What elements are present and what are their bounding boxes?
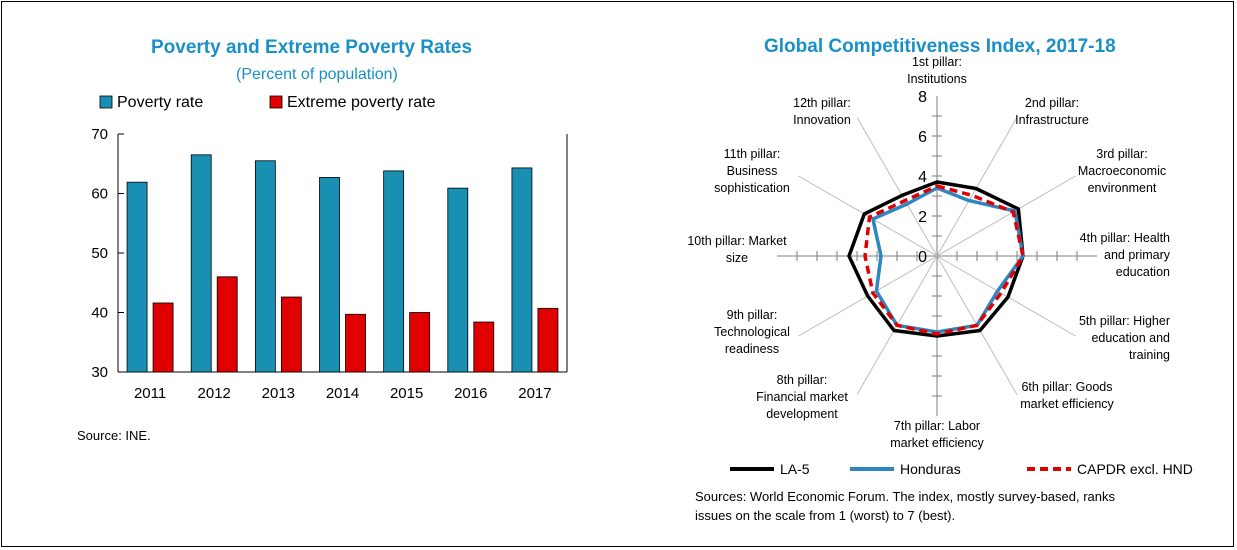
y-tick-label-1: 40	[91, 305, 108, 322]
r-tick-label-0: 0	[918, 249, 927, 266]
legend-swatch-1	[269, 95, 283, 109]
axis-label-7-line-0: 7th pillar: Labor	[894, 419, 980, 433]
axis-label-10-line-1: size	[726, 251, 748, 265]
axis-label-5-line-0: 5th pillar: Higher	[1079, 314, 1170, 328]
bar-poverty-2013	[254, 160, 276, 373]
legend-label-1: Extreme poverty rate	[287, 94, 436, 111]
poverty-bar-chart: Poverty rate Extreme poverty rate 30 40 50 60…	[91, 94, 568, 402]
right-chart-title: Global Competitiveness Index, 2017-18	[764, 36, 1116, 57]
axis-label-11-line-2: sophistication	[714, 181, 790, 195]
axis-label-9-line-0: 9th pillar:	[727, 308, 778, 322]
y-tick-label-2: 50	[91, 245, 108, 262]
x-tick-label-4: 2015	[390, 385, 423, 402]
axis-label-9-line-2: readiness	[725, 342, 779, 356]
x-tick-label-1: 2012	[198, 385, 231, 402]
r-tick-label-2: 4	[918, 169, 927, 186]
axis-label-5-line-1: education and	[1091, 331, 1170, 345]
axis-label-3-line-0: 3rd pillar:	[1096, 147, 1147, 161]
axis-label-9-line-1: Technological	[714, 325, 790, 339]
y-tick-label-3: 60	[91, 186, 108, 203]
radar-series-honduras	[871, 186, 1025, 334]
spoke-2	[936, 117, 1018, 257]
legend-swatch-0	[99, 95, 113, 109]
r-tick-label-1: 2	[918, 209, 927, 226]
y-tick-label-4: 70	[91, 126, 108, 143]
axis-label-7-line-1: market efficiency	[890, 436, 984, 450]
bar-extreme-2015	[409, 312, 431, 373]
bar-poverty-2014	[319, 177, 340, 373]
legend-text-2: CAPDR excl. HND	[1077, 461, 1193, 477]
axis-label-3-line-2: environment	[1088, 181, 1157, 195]
axis-label-1-line-0: 1st pillar:	[912, 55, 962, 69]
x-tick-label-2: 2013	[262, 385, 295, 402]
right-source-note: Sources: World Economic Forum. The index…	[695, 489, 1116, 523]
x-tick-label-3: 2014	[326, 385, 359, 402]
axis-label-4-line-0: 4th pillar: Health	[1080, 231, 1170, 245]
axis-label-11-line-0: 11th pillar:	[724, 147, 781, 161]
bar-extreme-2014	[345, 313, 366, 373]
axis-label-11-line-1: Business	[727, 164, 778, 178]
legend-text-0: LA-5	[780, 461, 810, 477]
bar-poverty-2017	[511, 167, 533, 373]
radar-legend: LA-5 Honduras CAPDR excl. HND	[730, 461, 1193, 477]
bar-poverty-2015	[383, 170, 405, 373]
axis-label-5-line-2: training	[1129, 348, 1170, 362]
axis-label-4-line-1: and primary	[1104, 248, 1171, 262]
axis-label-6-line-1: market efficiency	[1020, 397, 1114, 411]
bar-extreme-2016	[473, 321, 495, 373]
r-tick-label-4: 8	[918, 89, 927, 106]
axis-label-6-line-0: 6th pillar: Goods	[1021, 380, 1112, 394]
left-chart-title: Poverty and Extreme Poverty Rates	[151, 37, 473, 58]
axis-label-3-line-1: Macroeconomic	[1078, 164, 1166, 178]
x-tick-label-6: 2017	[518, 385, 551, 402]
axis-label-10-line-0: 10th pillar: Market	[687, 234, 787, 248]
spoke-11	[798, 175, 938, 257]
legend-label-0: Poverty rate	[117, 94, 203, 111]
radar-series-capdr-excl-hnd	[863, 184, 1025, 336]
axis-label-12-line-1: Innovation	[793, 113, 851, 127]
axis-label-8-line-2: development	[766, 407, 838, 421]
axis-label-8-line-0: 8th pillar:	[777, 373, 828, 387]
bar-extreme-2017	[537, 307, 559, 373]
legend-text-1: Honduras	[900, 461, 961, 477]
axis-label-8-line-1: Financial market	[756, 390, 848, 404]
y-tick-label-0: 30	[91, 364, 108, 381]
x-tick-label-5: 2016	[454, 385, 487, 402]
bar-extreme-2013	[280, 296, 302, 373]
spoke-5	[936, 255, 1076, 337]
x-tick-label-0: 2011	[134, 385, 166, 402]
spoke-3	[936, 175, 1076, 257]
bar-extreme-2012	[216, 276, 238, 373]
bar-poverty-2011	[126, 181, 148, 373]
bar-extreme-2011	[152, 302, 174, 373]
axis-label-4-line-2: education	[1116, 265, 1170, 279]
bar-poverty-2016	[447, 187, 469, 373]
gci-radar-chart: 0 2 4 6 8 1st pillar: Institutions 2nd pillar: I…	[687, 55, 1193, 477]
axis-label-12-line-0: 12th pillar:	[793, 96, 851, 110]
radar-series-la-5	[847, 180, 1025, 338]
left-source-note: Source: INE.	[77, 428, 151, 443]
r-tick-label-3: 6	[918, 129, 927, 146]
bar-poverty-2012	[190, 154, 212, 373]
bar-legend: Poverty rate Extreme poverty rate	[99, 94, 436, 111]
spoke-12	[856, 117, 938, 257]
axis-label-1-line-1: Institutions	[907, 72, 967, 86]
axis-label-2-line-1: Infrastructure	[1015, 113, 1089, 127]
axis-label-2-line-0: 2nd pillar:	[1025, 96, 1079, 110]
left-chart-subtitle: (Percent of population)	[236, 66, 398, 83]
